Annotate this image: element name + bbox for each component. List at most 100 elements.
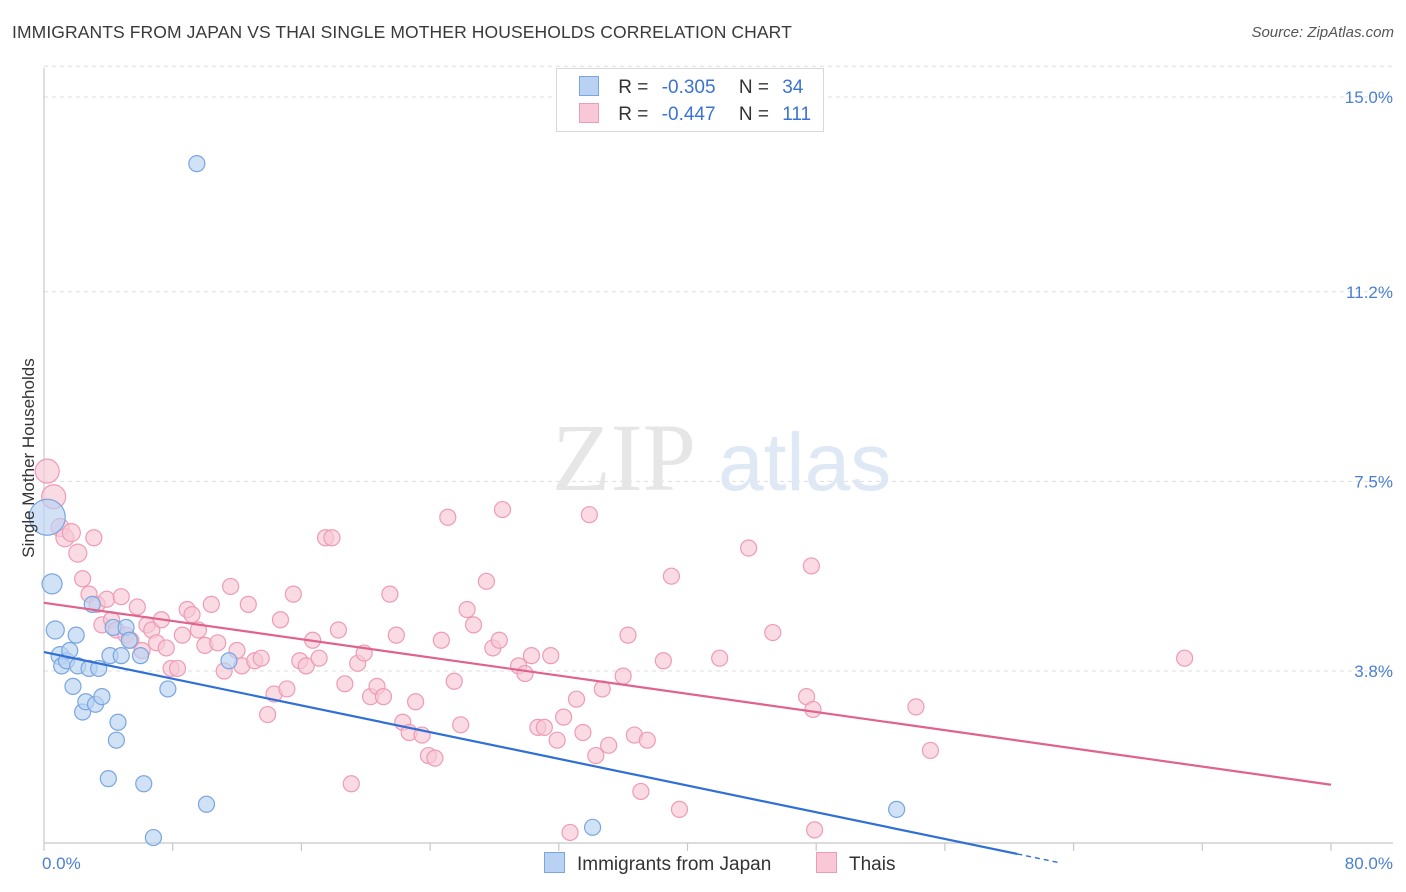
legend-label-thais: Thais xyxy=(849,854,896,875)
thai-point xyxy=(329,621,348,639)
thai-point xyxy=(278,680,296,698)
japan-point xyxy=(144,828,162,847)
legend-r-label: R = xyxy=(618,77,649,98)
tick-labels: 3.8% 7.5% 11.2% 15.0% 0.0% 80.0% xyxy=(42,88,1393,873)
thai-point xyxy=(209,634,227,652)
trend-lines xyxy=(43,601,1332,863)
thai-point xyxy=(802,557,820,575)
thai-point xyxy=(374,688,393,706)
thai-point xyxy=(284,585,302,603)
legend-swatch-thais xyxy=(579,103,599,123)
x-tick-label: 0.0% xyxy=(42,854,81,873)
japan-point xyxy=(109,713,127,731)
japan-point xyxy=(28,498,66,536)
thai-point xyxy=(711,649,729,667)
japan-point xyxy=(197,795,216,813)
thai-point xyxy=(535,718,553,736)
japan-point xyxy=(583,818,602,836)
japan-point xyxy=(188,155,206,173)
legend-r-value: -0.447 xyxy=(661,104,716,125)
thai-point xyxy=(921,741,940,760)
japan-point xyxy=(120,631,138,649)
thai-point xyxy=(574,723,592,742)
thai-point xyxy=(387,626,405,644)
thai-point xyxy=(157,639,175,657)
correlation-legend: R = -0.305 N = 34 R = -0.447 N = 111 xyxy=(556,68,824,132)
japan-trend-extension xyxy=(1017,853,1058,863)
japan-point xyxy=(99,770,117,788)
thai-point xyxy=(632,782,650,801)
thai-point xyxy=(323,529,341,547)
thai-point xyxy=(804,700,822,719)
japan-point xyxy=(112,647,130,665)
japan-point xyxy=(67,626,85,644)
thai-point xyxy=(548,731,566,749)
japan-point xyxy=(220,652,238,670)
thai-point xyxy=(1176,649,1194,667)
watermark-zip: ZIP xyxy=(552,404,696,511)
japan-point xyxy=(45,620,65,640)
legend-r-label: R = xyxy=(618,104,649,125)
thai-point xyxy=(432,631,450,649)
y-tick-label: 3.8% xyxy=(1354,662,1393,681)
thai-point xyxy=(493,500,512,519)
thai-point xyxy=(740,539,758,557)
gridlines xyxy=(44,65,1393,672)
thai-point xyxy=(252,649,270,667)
thai-point xyxy=(452,716,470,734)
legend-swatch-japan xyxy=(579,76,599,96)
thai-point xyxy=(202,595,220,613)
thai-point xyxy=(805,821,824,839)
y-tick-label: 15.0% xyxy=(1345,88,1393,107)
thai-point xyxy=(128,598,146,616)
thai-point xyxy=(542,647,560,665)
axes xyxy=(43,68,1393,851)
y-tick-label: 7.5% xyxy=(1354,472,1393,491)
thai-point xyxy=(98,590,116,608)
thai-points xyxy=(34,458,1194,842)
thai-point xyxy=(74,570,92,588)
thai-point xyxy=(654,652,672,670)
thai-point xyxy=(614,667,632,685)
thai-point xyxy=(222,577,240,596)
thai-point xyxy=(662,567,681,585)
thai-point xyxy=(490,631,508,649)
thai-point xyxy=(381,585,399,603)
thai-point xyxy=(85,529,103,547)
thai-point xyxy=(271,611,290,629)
legend-r-value: -0.305 xyxy=(661,77,716,98)
thai-point xyxy=(670,800,689,818)
japan-point xyxy=(135,775,153,793)
thai-point xyxy=(239,595,257,613)
thai-point xyxy=(458,600,476,619)
y-tick-label: 11.2% xyxy=(1346,283,1393,302)
x-tick-label: 80.0% xyxy=(1345,854,1393,873)
legend-row-japan: R = -0.305 N = 34 xyxy=(579,76,803,100)
legend-item-japan: Immigrants from Japan xyxy=(544,852,771,876)
legend-n-label: N = xyxy=(738,77,769,98)
chart-title: IMMIGRANTS FROM JAPAN VS THAI SINGLE MOT… xyxy=(12,22,792,42)
legend-label-japan: Immigrants from Japan xyxy=(577,854,772,875)
thai-point xyxy=(407,693,425,711)
legend-item-thais: Thais xyxy=(816,852,895,876)
thai-point xyxy=(764,623,782,642)
thai-point xyxy=(580,506,598,524)
legend-swatch-thais xyxy=(816,852,837,873)
thai-point xyxy=(342,775,360,793)
japan-point xyxy=(64,677,82,695)
japan-point xyxy=(41,573,63,595)
thai-point xyxy=(561,823,579,842)
source-label: Source: ZipAtlas.com xyxy=(1251,24,1394,41)
thai-point xyxy=(173,626,191,644)
thai-point xyxy=(439,508,457,526)
legend-n-value: 111 xyxy=(782,104,812,125)
thai-point xyxy=(445,672,463,690)
japan-trend-line xyxy=(43,650,1018,856)
japan-point xyxy=(159,680,177,698)
japan-point xyxy=(107,731,125,749)
thai-point xyxy=(619,626,637,644)
thai-point xyxy=(567,690,586,708)
thai-point xyxy=(516,664,534,683)
thai-point xyxy=(112,588,130,606)
